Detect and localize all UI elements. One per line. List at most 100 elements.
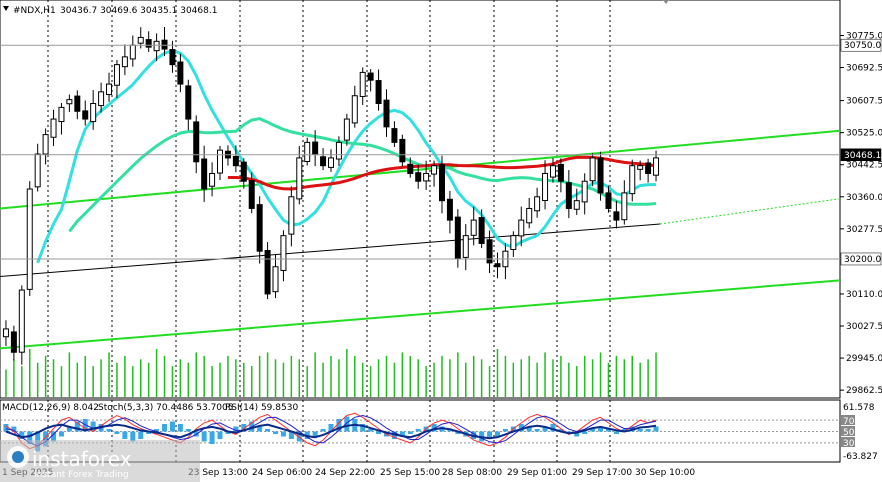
candle-body: [343, 118, 350, 141]
candle-body: [169, 49, 176, 66]
candle-body: [18, 289, 25, 353]
candle-body: [589, 157, 596, 182]
candle-body: [121, 56, 128, 68]
candle-body: [581, 180, 588, 203]
ohlc-readout: 30436.7 30469.6 30435.1 30468.1: [60, 6, 217, 16]
candle-body: [335, 141, 342, 160]
candle-body: [454, 216, 461, 260]
candle-body: [106, 83, 113, 96]
candle-body: [185, 85, 192, 120]
candle-body: [470, 219, 477, 236]
logo-name: instaforex: [32, 447, 132, 471]
candle-body: [288, 196, 295, 235]
time-label: 29 Sep 17:00: [572, 468, 632, 478]
price-tag-label: 30200.0: [844, 255, 881, 265]
candle-body: [597, 157, 604, 194]
oscillators: [0, 412, 840, 452]
logo-tagline: Instant Forex Trading: [34, 470, 129, 480]
time-label: 23 Sep 13:00: [188, 468, 248, 478]
channel-mid-line: [0, 223, 661, 277]
rsi-line: [5, 423, 657, 440]
candle-body: [573, 200, 580, 210]
candle-body: [407, 163, 414, 174]
candle-body: [74, 95, 81, 112]
price-tick-label: 30692.5: [846, 64, 882, 74]
osc-top-label: 61.578: [843, 403, 875, 413]
time-label: 24 Sep 06:00: [252, 468, 312, 478]
price-tag-label: 30468.1: [844, 151, 881, 161]
time-label: 25 Sep 15:00: [380, 468, 440, 478]
price-tick-label: 29945.0: [846, 354, 882, 364]
candle-body: [320, 156, 327, 167]
price-tick-label: 29862.5: [846, 386, 882, 396]
candle-body: [391, 128, 398, 143]
candle-body: [557, 163, 564, 182]
osc-bottom-label: -63.827: [843, 452, 878, 462]
price-tags: 30750.0 30468.1 30200.0: [0, 38, 882, 266]
shift-marker-icon[interactable]: [663, 0, 669, 4]
time-label: 28 Sep 08:00: [442, 468, 502, 478]
candle-body: [399, 138, 406, 163]
candle-body: [565, 182, 572, 209]
price-tick-label: 30360.0: [846, 193, 882, 203]
price-tick-label: 30607.5: [846, 97, 882, 107]
candle-body: [153, 40, 160, 52]
candle-body: [359, 71, 366, 97]
candle-body: [383, 99, 390, 128]
candle-body: [415, 172, 422, 182]
candle-body: [613, 211, 620, 221]
channel-upper-line: [0, 129, 841, 210]
candle-body: [280, 235, 287, 271]
candle-body: [193, 121, 200, 163]
level-50-tag: [841, 426, 855, 436]
candle-body: [328, 157, 334, 168]
level-30-tag: [841, 437, 855, 447]
candle-body: [113, 64, 120, 86]
candlesticks: [2, 27, 660, 365]
candle-body: [645, 162, 652, 174]
rsi-label: RSI(14) 59.8530: [225, 403, 298, 413]
candle-body: [423, 172, 430, 182]
candle-body: [637, 165, 644, 170]
candle-body: [351, 95, 358, 124]
candle-body: [446, 198, 453, 221]
price-tag-box: [840, 252, 882, 266]
vertical-gridlines: [47, 0, 611, 462]
level-70-tag: [841, 415, 855, 425]
candle-body: [82, 110, 89, 120]
price-tick-label: 30110.0: [846, 290, 882, 300]
candle-body: [240, 161, 247, 182]
candle-body: [542, 172, 549, 202]
time-label: 29 Sep 01:00: [507, 468, 567, 478]
candle-body: [217, 149, 224, 174]
candle-body: [145, 39, 152, 48]
candle-body: [248, 180, 255, 209]
price-tag-box: [840, 38, 882, 52]
candle-body: [510, 235, 517, 250]
level-30-label: 30: [843, 439, 855, 449]
candle-body: [161, 39, 168, 50]
price-tick-label: 30027.5: [846, 322, 882, 332]
main-panel-frame: [0, 0, 841, 399]
candle-body: [478, 217, 485, 244]
collapse-triangle-icon[interactable]: [3, 6, 9, 11]
time-label: 24 Sep 22:00: [315, 468, 375, 478]
candle-body: [264, 250, 271, 295]
trend-channel: [0, 129, 841, 350]
candle-body: [375, 80, 382, 105]
candle-body: [50, 118, 57, 138]
candle-body: [26, 188, 33, 290]
candle-body: [629, 165, 636, 195]
candle-body: [462, 235, 469, 258]
price-tick-label: 30442.5: [846, 161, 882, 171]
candle-body: [129, 44, 136, 60]
candle-body: [209, 172, 216, 187]
candle-body: [10, 331, 17, 353]
candle-body: [621, 192, 628, 221]
channel-lower-line: [0, 279, 841, 350]
candle-body: [549, 165, 556, 178]
candle-body: [312, 141, 319, 155]
instaforex-logo: instaforex Instant Forex Trading: [7, 446, 132, 480]
